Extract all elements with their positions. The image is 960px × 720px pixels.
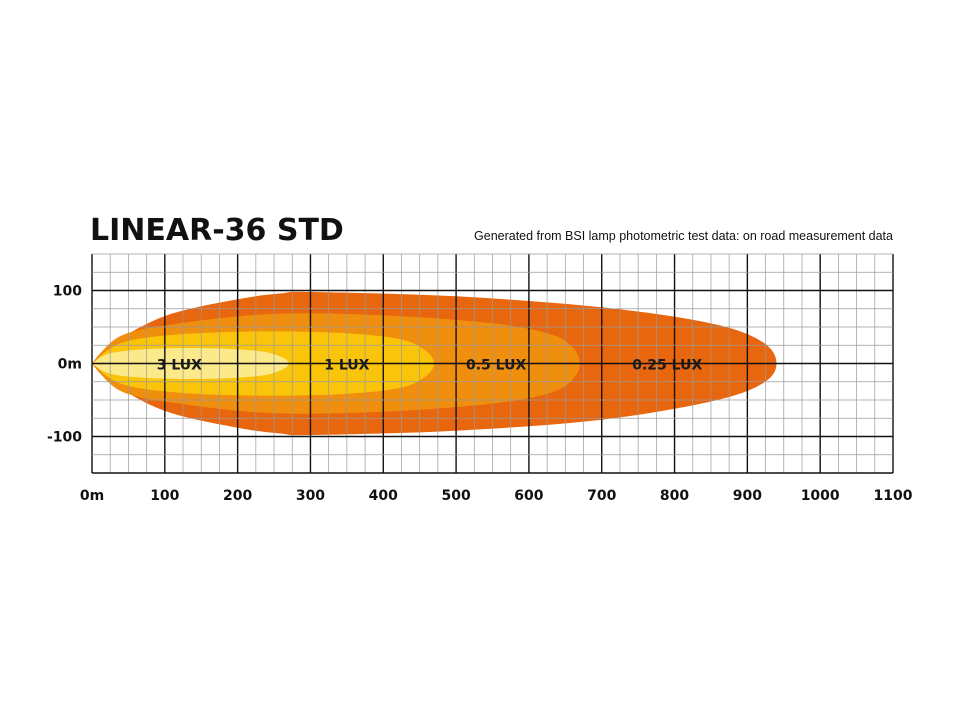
y-tick-label: 100 bbox=[53, 284, 82, 300]
y-tick-label: 0m bbox=[58, 357, 82, 373]
y-tick-label: -100 bbox=[47, 430, 82, 446]
grid bbox=[91, 253, 894, 474]
zone-labels: 3 LUX 1 LUX 0.5 LUX 0.25 LUX bbox=[157, 358, 703, 374]
zone-label: 0.5 LUX bbox=[466, 358, 526, 374]
x-tick-label: 900 bbox=[733, 488, 762, 504]
chart-subtitle: Generated from BSI lamp photometric test… bbox=[474, 229, 893, 243]
x-tick-label: 0m bbox=[80, 488, 104, 504]
y-axis-ticks: 100 0m -100 bbox=[47, 284, 82, 446]
x-tick-label: 600 bbox=[514, 488, 543, 504]
x-tick-label: 500 bbox=[441, 488, 470, 504]
x-tick-label: 700 bbox=[587, 488, 616, 504]
x-tick-label: 200 bbox=[223, 488, 252, 504]
chart-title: LINEAR-36 STD bbox=[90, 213, 344, 248]
x-tick-label: 1100 bbox=[874, 488, 913, 504]
x-tick-label: 800 bbox=[660, 488, 689, 504]
x-tick-label: 1000 bbox=[801, 488, 840, 504]
x-axis-ticks: 0m 100 200 300 400 500 600 700 800 900 1000 1100 bbox=[80, 488, 913, 504]
x-tick-label: 300 bbox=[296, 488, 325, 504]
x-tick-label: 100 bbox=[150, 488, 179, 504]
zone-label: 3 LUX bbox=[157, 358, 202, 374]
zone-label: 0.25 LUX bbox=[632, 358, 702, 374]
zone-label: 1 LUX bbox=[324, 358, 369, 374]
x-tick-label: 400 bbox=[369, 488, 398, 504]
